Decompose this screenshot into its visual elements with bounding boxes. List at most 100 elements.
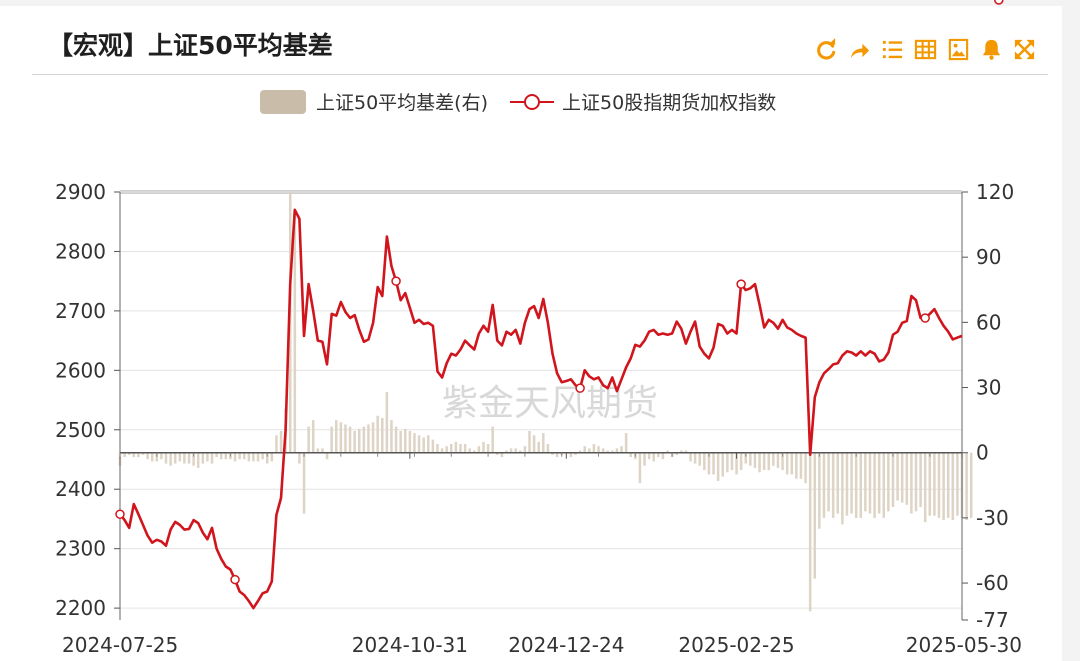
- expand-icon[interactable]: [1012, 37, 1037, 62]
- basis-bar: [187, 452, 191, 464]
- basis-bar: [173, 452, 177, 464]
- basis-bar: [468, 448, 471, 453]
- basis-bar: [767, 452, 771, 471]
- basis-bar: [344, 424, 347, 453]
- basis-bar: [238, 452, 241, 460]
- basis-bar: [946, 452, 950, 518]
- basis-bar: [385, 391, 389, 453]
- basis-bar: [753, 452, 757, 468]
- basis-bar: [813, 452, 817, 579]
- basis-bar: [367, 424, 370, 453]
- basis-bar: [256, 452, 260, 462]
- basis-bar: [601, 448, 605, 453]
- basis-bar: [684, 450, 688, 453]
- legend-label-index[interactable]: 上证50股指期货加权指数: [562, 92, 777, 114]
- basis-bar: [804, 452, 807, 484]
- basis-bar: [877, 452, 881, 514]
- basis-bar: [141, 452, 145, 455]
- basis-bar: [183, 452, 186, 464]
- legend-swatch-basis[interactable]: [260, 89, 306, 114]
- basis-bar: [155, 452, 159, 462]
- basis-bar: [606, 450, 609, 453]
- list-icon[interactable]: [880, 37, 905, 62]
- basis-bar: [357, 428, 361, 453]
- basis-bar: [615, 448, 619, 453]
- basis-bar: [519, 450, 522, 453]
- basis-bar: [864, 452, 867, 512]
- basis-bar: [160, 452, 163, 460]
- basis-bar: [555, 452, 559, 458]
- right-axis-tick-label: -77: [976, 608, 1009, 632]
- basis-bar: [827, 452, 830, 512]
- basis-bar: [818, 452, 821, 529]
- basis-bar: [845, 452, 849, 516]
- basis-bar: [744, 452, 748, 464]
- basis-bar: [735, 452, 738, 475]
- legend-swatch-index[interactable]: [510, 90, 555, 114]
- basis-bar: [514, 448, 517, 453]
- basis-bar: [643, 452, 646, 466]
- basis-bar: [661, 452, 665, 460]
- basis-bar: [210, 452, 214, 464]
- basis-bar: [799, 452, 803, 479]
- basis-bar: [546, 444, 550, 453]
- basis-bar: [224, 452, 228, 460]
- refresh-icon[interactable]: [814, 37, 839, 62]
- basis-bar: [252, 452, 255, 462]
- basis-bar: [624, 433, 628, 453]
- basis-bar: [785, 452, 789, 475]
- basis-bar: [657, 452, 660, 458]
- basis-bar: [302, 452, 306, 514]
- basis-bar: [726, 452, 729, 473]
- basis-bar: [496, 452, 499, 455]
- basis-bar: [500, 452, 504, 458]
- grid-lines: [120, 190, 962, 609]
- basis-bar: [206, 452, 209, 462]
- basis-bar: [620, 446, 623, 453]
- basis-bar: [588, 448, 591, 453]
- chart-panel: [0, 6, 1062, 661]
- left-axis-tick-label: 2600: [55, 358, 106, 382]
- left-axis-tick-label: 2200: [55, 596, 106, 620]
- basis-bar: [477, 446, 481, 453]
- basis-bar: [868, 452, 872, 514]
- legend-label-basis[interactable]: 上证50平均基差(右): [316, 92, 489, 114]
- left-axis-tick-label: 2500: [55, 418, 106, 442]
- right-axis-tick-label: 0: [976, 441, 989, 465]
- table-icon[interactable]: [913, 37, 938, 62]
- basis-bar: [831, 452, 835, 518]
- basis-bar: [790, 452, 794, 475]
- basis-bar: [919, 452, 922, 508]
- basis-bar: [404, 428, 407, 453]
- basis-bar: [509, 448, 513, 453]
- basis-bar: [399, 430, 402, 453]
- x-axis-tick-label: 2024-07-25: [62, 633, 178, 657]
- basis-bar: [905, 452, 909, 505]
- basis-bar: [629, 452, 632, 458]
- basis-bar: [473, 450, 476, 453]
- bell-icon[interactable]: [979, 37, 1004, 62]
- title-divider: [32, 74, 1048, 75]
- basis-bar: [486, 444, 490, 453]
- basis-bar: [730, 452, 734, 471]
- basis-bar: [942, 452, 945, 521]
- basis-bar: [914, 452, 918, 512]
- basis-bar: [353, 430, 356, 453]
- basis-bar: [348, 426, 352, 453]
- basis-bar: [307, 426, 310, 453]
- image-icon[interactable]: [946, 37, 971, 62]
- basis-bar: [311, 420, 315, 453]
- index-series-line: [118, 208, 963, 610]
- share-icon[interactable]: [847, 37, 872, 62]
- basis-bar: [887, 452, 890, 512]
- basis-bar: [261, 452, 264, 460]
- basis-bar: [583, 446, 586, 453]
- basis-bar: [873, 452, 876, 518]
- basis-bar: [891, 452, 895, 508]
- basis-bar: [431, 439, 435, 453]
- basis-bar: [859, 452, 863, 518]
- basis-bar: [422, 437, 425, 453]
- basis-bar: [854, 452, 858, 518]
- basis-bar: [463, 444, 467, 453]
- basis-bar: [666, 450, 669, 453]
